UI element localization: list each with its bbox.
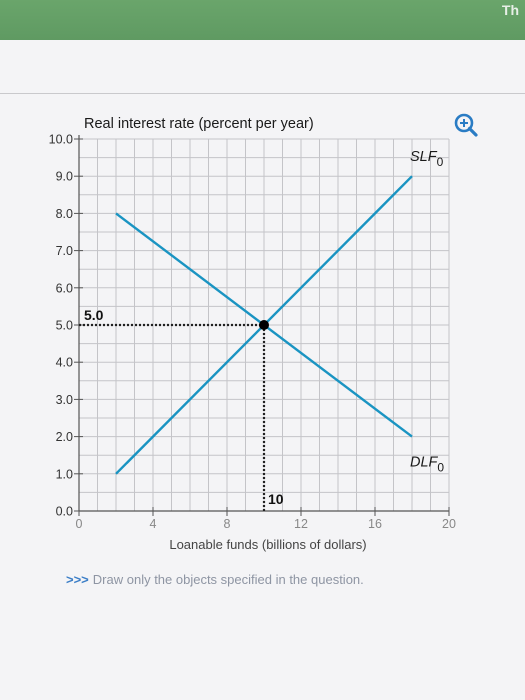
y-tick-label: 3.0 <box>56 393 73 407</box>
x-tick-label: 0 <box>76 517 83 531</box>
x-tick-label: 8 <box>224 517 231 531</box>
y-tick-label: 1.0 <box>56 467 73 481</box>
y-tick-label: 5.0 <box>56 319 73 333</box>
series: SLF0 DLF0 <box>115 149 444 475</box>
x-tick-label: 4 <box>150 517 157 531</box>
y-tick-label: 4.0 <box>56 356 73 370</box>
y-axis-label: Real interest rate (percent per year) <box>84 116 314 132</box>
equilibrium-y-label: 5.0 <box>84 307 104 323</box>
y-tick-label: 9.0 <box>56 170 73 184</box>
y-tick-label: 8.0 <box>56 207 73 221</box>
y-tick-label: 2.0 <box>56 430 73 444</box>
y-tick-label: 10.0 <box>49 133 73 147</box>
series-label-dlf: DLF0 <box>410 455 444 475</box>
x-tick-label: 20 <box>442 517 456 531</box>
y-tick-label: 6.0 <box>56 281 73 295</box>
top-banner: Th <box>0 0 525 40</box>
instruction-arrows: >>> <box>66 572 89 587</box>
equilibrium: 5.0 10 <box>79 307 284 511</box>
x-axis-label: Loanable funds (billions of dollars) <box>169 537 366 552</box>
y-tick-label: 7.0 <box>56 244 73 258</box>
instruction-text: Draw only the objects specified in the q… <box>92 572 364 587</box>
equilibrium-point <box>259 320 269 330</box>
y-tick-label: 0.0 <box>56 505 73 519</box>
zoom-in-icon[interactable] <box>454 113 478 137</box>
series-label-slf: SLF0 <box>410 149 444 169</box>
x-tick-label: 12 <box>294 517 308 531</box>
banner-text: Th <box>501 2 519 18</box>
equilibrium-x-label: 10 <box>268 491 284 507</box>
x-tick-label: 16 <box>368 517 382 531</box>
top-divider <box>0 93 525 94</box>
axes: 0.0 1.0 2.0 3.0 4.0 5.0 6.0 7.0 8.0 9.0 10.0 0 4 8 12 1… <box>49 133 456 532</box>
instruction-note: >>> Draw only the objects specified in th… <box>66 572 364 587</box>
